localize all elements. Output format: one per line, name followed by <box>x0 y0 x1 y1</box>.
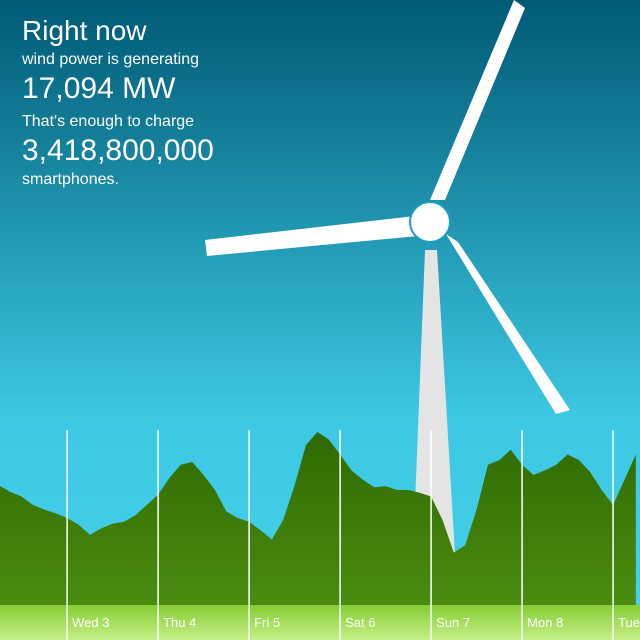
headline: Right now wind power is generating 17,09… <box>21 15 214 188</box>
turbine <box>205 0 570 414</box>
x-tick-label: Fri 5 <box>254 615 280 630</box>
text: wind power is generating <box>21 51 199 68</box>
count: 3,418,800,000 <box>22 134 214 167</box>
blade <box>446 234 570 414</box>
chart: Wed 3 Thu 4 Fri 5 Sat 6 Sun 7 Mon 8 Tue 9 <box>0 430 640 640</box>
ground <box>0 605 640 640</box>
x-tick-label: Tue 9 <box>618 615 640 630</box>
power: 17,094 MW <box>22 72 176 105</box>
x-tick-label: Sat 6 <box>345 615 375 630</box>
text: smartphones. <box>22 171 119 188</box>
x-tick-label: Mon 8 <box>527 615 563 630</box>
tower <box>413 250 455 555</box>
x-tick-label: Thu 4 <box>163 615 196 630</box>
title: Right now <box>22 15 147 46</box>
x-tick-label: Wed 3 <box>72 615 109 630</box>
area <box>0 432 636 605</box>
x-tick-label: Sun 7 <box>436 615 470 630</box>
hub <box>409 201 451 243</box>
text: That's enough to charge <box>22 113 194 130</box>
blade <box>205 216 418 256</box>
blade <box>430 0 525 200</box>
